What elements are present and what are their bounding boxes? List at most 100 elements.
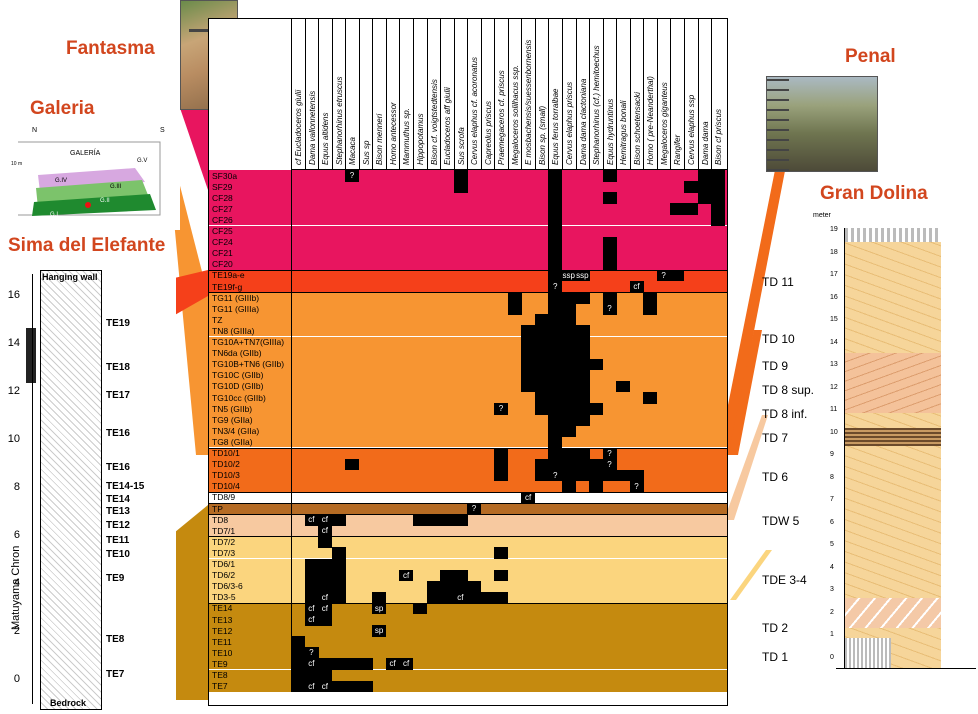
level-name: TE13 [212,614,233,625]
presence-cell [575,414,590,426]
presence-cell: ssp [575,269,590,282]
fauna-table: cf Eucladoceros giulii Dama vallonnetensi… [208,18,728,706]
bedrock-label: Bedrock [50,698,87,708]
gran-dolina-scale-tick: 19 [830,226,838,233]
sima-unit-label: TE13 [106,506,130,517]
presence-cell [562,403,577,415]
presence-cell [602,292,617,304]
level-row: TG8 (GIIa) [209,436,727,448]
gran-dolina-scale-tick: 14 [830,338,838,346]
level-row: TD7/3 [209,547,727,559]
level-name: TN8 (GIIIa) [212,325,255,336]
presence-cell [548,258,563,271]
species-header-6: Bison menneri [375,113,385,165]
sima-unit-label: TE10 [106,549,130,560]
level-name: TE14 [212,603,233,614]
species-header-27: Megaloceros giganteus [659,82,669,165]
level-name: TD6/2 [212,570,236,581]
species-header-7: Homo antecessor [388,102,398,165]
level-row: TN6da (GIIb) [209,347,727,359]
sima-axis-tick: 14 [7,337,20,349]
level-name: TG10A+TN7(GIIIa) [212,337,285,347]
species-header-17: E mosbachensis/suessenbornensis [524,39,534,165]
presence-note: ? [552,282,558,291]
presence-cell [440,580,455,593]
wedge-td-mid [724,415,768,520]
level-row: TZ [209,314,727,326]
presence-note: ? [607,448,612,458]
level-name: CF28 [212,192,233,203]
presence-note: cf [321,603,328,613]
presence-cell [453,569,468,582]
sima-unit-label: TE14 [106,494,130,505]
presence-note: cf [308,681,315,691]
presence-cell [711,214,726,226]
presence-cell: cf [629,281,644,293]
presence-cell: ? [467,503,482,515]
presence-cell [331,569,346,582]
level-name: TP [212,503,223,514]
level-row: TE10 [209,647,727,659]
presence-cell [575,292,590,304]
presence-note: cf [403,570,410,580]
level-row: TG10B+TN6 (GIIb) [209,358,727,370]
level-row: CF20 [209,258,727,270]
presence-note: ? [634,481,639,491]
level-row: TE19f-g [209,281,727,293]
level-row: CF21 [209,247,727,259]
presence-cell [602,469,617,482]
presence-cell [697,170,712,182]
presence-cell [291,658,306,670]
level-row: TG10cc (GIIb) [209,392,727,404]
presence-cell [602,258,617,271]
level-name: TD7/3 [212,547,236,558]
galeria-map-title: GALERÍA [70,148,101,157]
site-title-sima: Sima del Elefante [8,235,166,256]
gran-dolina-unit-label: TD 11 [762,275,794,289]
level-name: TG8 (GIIa) [212,436,253,447]
presence-cell [562,303,577,315]
gran-dolina-scale-tick: 0 [830,653,834,661]
presence-cell: cf [304,658,319,670]
presence-cell [548,236,563,249]
gran-dolina-scale-tick: 2 [830,608,834,616]
level-name: TG10B+TN6 (GIIb) [212,359,285,370]
presence-cell: ? [548,469,563,482]
presence-note: cf [321,592,328,602]
presence-cell: ? [602,458,617,471]
presence-note: ? [309,648,314,658]
presence-cell [589,403,604,415]
presence-cell [304,569,319,582]
presence-cell [521,336,536,348]
presence-cell [548,181,563,193]
presence-cell [548,225,563,237]
presence-cell [480,591,495,604]
level-name: TG11 (GIIIa) [212,303,260,314]
presence-note: ssp [562,270,575,280]
scale-label: 10 m [11,161,22,167]
presence-cell [548,336,563,348]
presence-note: ssp [576,270,589,280]
presence-cell [304,558,319,570]
presence-cell [548,170,563,182]
gran-dolina-scale-tick: 6 [830,518,834,526]
presence-cell [643,303,658,315]
presence-cell [494,447,509,459]
presence-cell [534,469,549,482]
south-label: S [160,127,165,134]
level-row: TE13 [209,614,727,626]
level-row: TG9 (GIIa) [209,414,727,426]
north-label: N [32,127,37,134]
gran-dolina-scale-tick: 7 [830,496,834,503]
presence-cell [521,358,536,371]
gran-dolina-scale-tick: 4 [830,563,834,571]
species-header-1: Dama vallonnetensis [307,90,317,165]
presence-cell: cf [318,591,333,604]
site-title-penal: Penal [845,46,896,67]
species-header-22: Stephanorhinus (cf.) hemitoechus [592,45,602,165]
presence-cell [318,536,333,548]
sima-unit-label: TE17 [106,390,130,401]
level-row: CF26 [209,214,727,226]
meters-label: meter [813,212,831,219]
presence-note: ? [552,470,558,480]
